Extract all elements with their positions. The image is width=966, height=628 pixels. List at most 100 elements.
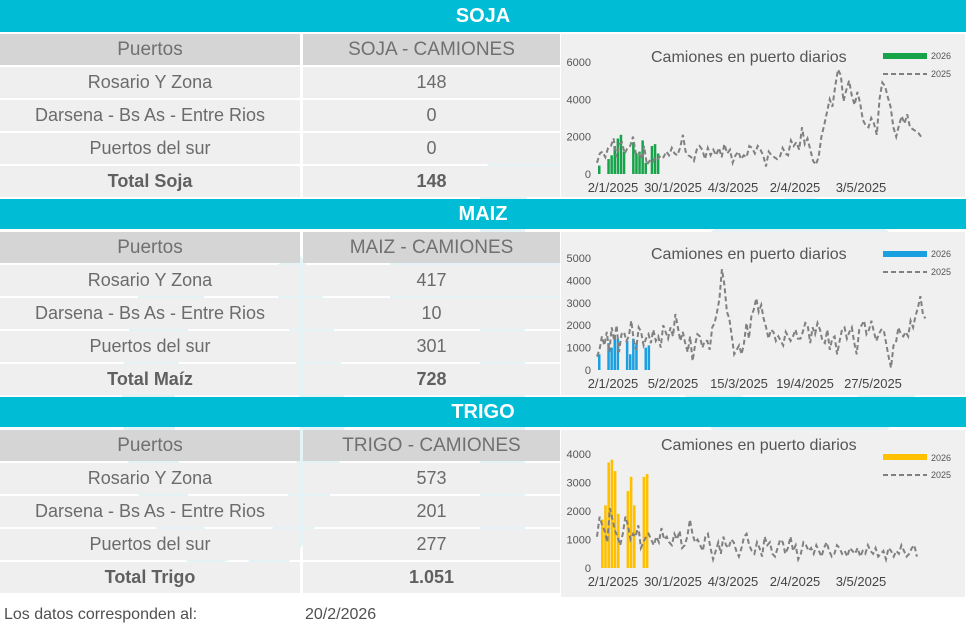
chart-maiz-svg: 0 1000 2000 3000 4000 5000 2/1/2025 5/2/2025 15/… (567, 246, 952, 391)
x-tick-label: 2/1/2025 (588, 180, 639, 195)
chart-title: Camiones en puerto diarios (651, 246, 847, 263)
y-tick-label: 0 (585, 563, 591, 575)
table-row: Darsena - Bs As - Entre Rios 10 (0, 298, 560, 329)
line-2025 (596, 269, 927, 369)
x-tick-label: 3/5/2025 (836, 180, 887, 195)
header-camiones: MAIZ - CAMIONES (303, 232, 560, 263)
y-tick-label: 2000 (567, 132, 591, 144)
line-2025 (596, 66, 922, 168)
bar-2026 (644, 162, 647, 174)
bar-2026 (613, 471, 617, 568)
bar-2026 (629, 354, 632, 370)
y-tick-label: 2000 (567, 320, 591, 332)
bar-2026 (607, 159, 610, 174)
section-title-maiz: MAIZ (0, 199, 966, 229)
bar-2026 (638, 151, 641, 174)
row-label: Rosario Y Zona (0, 67, 300, 98)
table-row: Rosario Y Zona 573 (0, 463, 560, 494)
chart-title: Camiones en puerto diarios (651, 49, 847, 66)
total-row: Total Maíz 728 (0, 364, 560, 395)
y-tick-label: 1000 (567, 343, 591, 355)
header-puertos: Puertos (0, 232, 300, 263)
total-value: 1.051 (303, 562, 560, 593)
chart-title: Camiones en puerto diarios (661, 437, 857, 454)
x-tick-label: 3/5/2025 (836, 574, 887, 589)
row-label: Rosario Y Zona (0, 463, 300, 494)
bar-2026 (633, 505, 636, 568)
table-row: Puertos del sur 301 (0, 331, 560, 362)
x-tick-label: 2/1/2025 (588, 376, 639, 391)
row-value: 301 (303, 331, 560, 362)
header-puertos: Puertos (0, 34, 300, 65)
row-value: 417 (303, 265, 560, 296)
x-tick-label: 4/3/2025 (708, 574, 759, 589)
x-tick-label: 5/2/2025 (648, 376, 699, 391)
legend-swatch-2026 (883, 53, 927, 59)
row-label: Darsena - Bs As - Entre Rios (0, 100, 300, 131)
bar-2026 (610, 155, 613, 174)
row-value: 148 (303, 67, 560, 98)
table-row: Darsena - Bs As - Entre Rios 201 (0, 496, 560, 527)
bar-2026 (616, 138, 620, 174)
row-value: 0 (303, 133, 560, 164)
table-row: Puertos del sur 0 (0, 133, 560, 164)
row-value: 10 (303, 298, 560, 329)
legend-label-2025: 2025 (931, 69, 951, 79)
chart-maiz: 0 1000 2000 3000 4000 5000 2/1/2025 5/2/2025 15/… (561, 232, 965, 395)
y-tick-label: 0 (585, 365, 591, 377)
bar-2026 (635, 343, 638, 370)
x-tick-label: 4/3/2025 (708, 180, 759, 195)
y-tick-label: 3000 (567, 478, 591, 490)
table-row: Rosario Y Zona 148 (0, 67, 560, 98)
total-value: 148 (303, 166, 560, 197)
chart-trigo-svg: 0 1000 2000 3000 4000 2/1/2025 30/1/2025 4/3/20… (567, 437, 952, 589)
bar-2026 (650, 146, 654, 174)
row-label: Darsena - Bs As - Entre Rios (0, 496, 300, 527)
row-value: 277 (303, 529, 560, 560)
bar-2026 (642, 476, 646, 568)
row-label: Darsena - Bs As - Entre Rios (0, 298, 300, 329)
bar-2026 (613, 146, 616, 174)
total-label: Total Maíz (0, 364, 300, 395)
y-tick-label: 4000 (567, 94, 591, 106)
total-label: Total Trigo (0, 562, 300, 593)
chart-trigo: 0 1000 2000 3000 4000 2/1/2025 30/1/2025 4/3/20… (561, 430, 965, 597)
bar-2026 (645, 473, 649, 568)
row-label: Puertos del sur (0, 529, 300, 560)
bar-2026 (610, 459, 614, 568)
row-value: 573 (303, 463, 560, 494)
bar-2026 (601, 519, 604, 568)
bar-2026 (613, 336, 616, 370)
total-row: Total Trigo 1.051 (0, 562, 560, 593)
row-label: Rosario Y Zona (0, 265, 300, 296)
x-tick-label: 2/4/2025 (770, 180, 821, 195)
table-row: Puertos del sur 277 (0, 529, 560, 560)
y-tick-label: 3000 (567, 298, 591, 310)
header-puertos: Puertos (0, 430, 300, 461)
legend-swatch-2026 (883, 454, 927, 460)
bar-2026 (629, 476, 633, 568)
y-tick-label: 0 (585, 169, 591, 181)
legend-label-2025: 2025 (931, 267, 951, 277)
section-title-soja: SOJA (0, 0, 966, 32)
x-tick-label: 15/3/2025 (710, 376, 768, 391)
legend-label-2026: 2026 (931, 453, 951, 463)
legend-swatch-2026 (883, 251, 927, 257)
bar-2026 (647, 345, 651, 370)
bar-2026 (619, 134, 623, 174)
x-tick-label: 27/5/2025 (844, 376, 902, 391)
bar-2026 (622, 151, 626, 174)
chart-soja: 0 2000 4000 6000 2/1/2025 30/1/2025 4/3/2025 2/… (561, 34, 965, 197)
y-tick-label: 2000 (567, 506, 591, 518)
footer-date: 20/2/2026 (305, 606, 377, 623)
row-value: 201 (303, 496, 560, 527)
bar-2026 (616, 338, 620, 370)
bar-2026 (598, 165, 601, 174)
legend-label-2026: 2026 (931, 249, 951, 259)
chart-soja-svg: 0 2000 4000 6000 2/1/2025 30/1/2025 4/3/2025 2/… (567, 49, 952, 195)
y-tick-label: 1000 (567, 535, 591, 547)
table-header: Puertos SOJA - CAMIONES (0, 34, 560, 65)
legend-label-2026: 2026 (931, 51, 951, 61)
bar-2026 (656, 153, 660, 174)
row-label: Puertos del sur (0, 331, 300, 362)
